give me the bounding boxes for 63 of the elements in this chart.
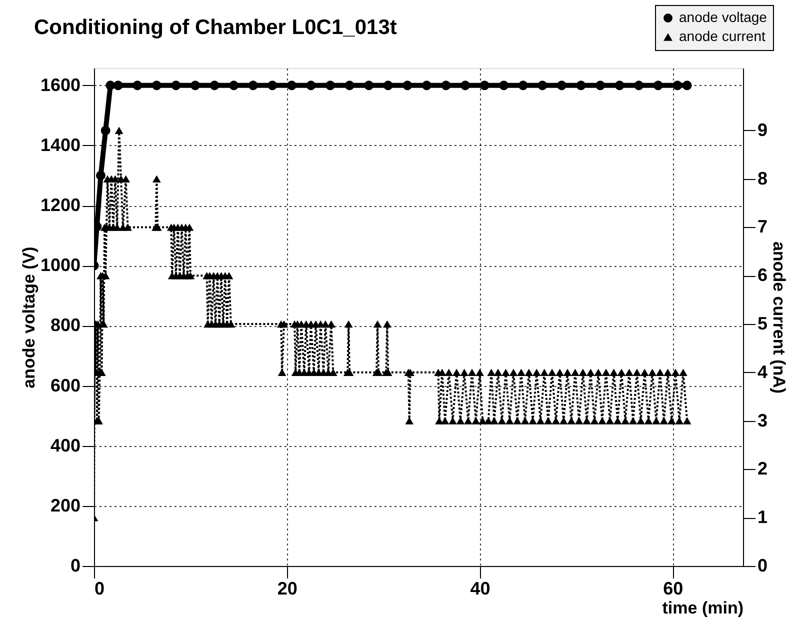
y2-tick-label: 4 <box>758 362 768 382</box>
y-tick-label: 200 <box>50 495 80 516</box>
point <box>614 80 624 90</box>
point <box>556 80 566 90</box>
point <box>538 80 548 90</box>
point <box>441 80 451 90</box>
point <box>682 80 692 90</box>
x-tick-label: 0 <box>94 578 105 598</box>
y2-tick-label: 0 <box>758 556 768 576</box>
point <box>480 80 490 90</box>
point <box>499 80 509 90</box>
point <box>518 80 528 90</box>
point <box>383 80 393 90</box>
x-tick-label: 40 <box>470 578 490 598</box>
point <box>229 80 239 90</box>
x-tick-label: 20 <box>277 578 298 598</box>
point <box>96 170 106 180</box>
chart-title: Conditioning of Chamber L0C1_013t <box>34 16 397 39</box>
point <box>190 80 200 90</box>
legend-label: anode voltage <box>679 9 768 25</box>
y-tick-label: 1000 <box>40 255 80 276</box>
point <box>248 80 258 90</box>
y-tick-label: 400 <box>50 435 80 456</box>
y2-tick-label: 7 <box>758 216 768 237</box>
point <box>306 80 316 90</box>
legend-label: anode current <box>679 28 766 44</box>
x-axis-title: time (min) <box>662 598 744 618</box>
y2-tick-label: 6 <box>758 265 768 286</box>
point <box>113 80 123 90</box>
point <box>106 80 116 90</box>
point <box>326 80 336 90</box>
point <box>653 80 663 90</box>
x-tick-label: 60 <box>663 578 684 598</box>
y-tick-label: 0 <box>70 556 80 576</box>
point <box>402 80 412 90</box>
point <box>100 126 110 136</box>
y2-axis-title: anode current (nA) <box>770 241 789 394</box>
point <box>422 80 432 90</box>
point <box>634 80 644 90</box>
point <box>286 80 296 90</box>
point <box>596 80 606 90</box>
point <box>152 80 162 90</box>
y-tick-label: 1400 <box>40 134 80 155</box>
y2-tick-label: 1 <box>758 507 768 528</box>
y-tick-label: 600 <box>50 375 80 396</box>
point <box>344 80 354 90</box>
y2-tick-label: 8 <box>758 168 768 188</box>
point <box>576 80 586 90</box>
y2-tick-label: 5 <box>758 314 768 334</box>
y-tick-label: 1600 <box>40 74 80 95</box>
point <box>210 80 220 90</box>
y-tick-label: 800 <box>50 315 80 336</box>
point <box>132 80 142 90</box>
y2-tick-label: 3 <box>758 410 768 430</box>
point <box>672 80 682 90</box>
point <box>268 80 278 90</box>
y-tick-label: 1200 <box>40 195 80 216</box>
y2-tick-label: 2 <box>758 458 768 479</box>
point <box>171 80 181 90</box>
y2-tick-label: 9 <box>758 120 768 140</box>
point <box>460 80 470 90</box>
y-axis-title: anode voltage (V) <box>19 246 38 388</box>
point <box>364 80 374 90</box>
